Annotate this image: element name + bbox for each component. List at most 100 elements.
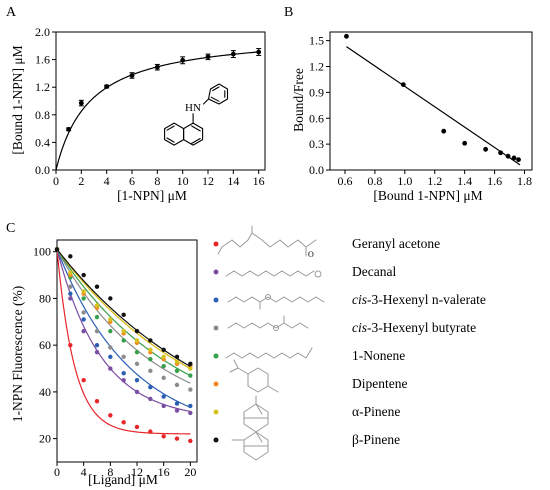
- panel-c-y-tick-label: 80: [39, 291, 51, 305]
- panel-c-data-point-decanal: [148, 396, 153, 402]
- panel-c-x-ticks: 0 4 8 12 16 20: [54, 462, 196, 479]
- panel-c-data-point-cis-3-hexenyl-n-valerate: [188, 403, 193, 409]
- panel-b: B 0.6 0.8 1.0 1.2 1.4 1.6 1.8 0.0 0.3 0.6 0.9 1.2 1…: [284, 5, 533, 203]
- panel-c-data-point-pinene: [174, 354, 180, 360]
- panel-c-data-point-1-nonene: [108, 328, 113, 334]
- panel-c-y-tick-label: 20: [39, 432, 51, 446]
- panel-c-frame: [56, 239, 198, 463]
- panel-c-x-tick-label: 0: [54, 465, 60, 479]
- panel-c-data-point-cis-3-hexenyl-n-valerate: [134, 378, 140, 383]
- panel-b-data-point: [400, 82, 406, 88]
- panel-c-fit-curve-pinene: [56, 248, 191, 370]
- panel-c-data-point-cis-3-hexenyl-n-valerate: [161, 394, 166, 399]
- panel-c-data-point-decanal: [188, 410, 193, 416]
- panel-b-data-point: [505, 153, 511, 159]
- panel-c-data-point-pinene: [188, 361, 193, 367]
- panel-b-y-tick-label: 1.2: [309, 60, 324, 74]
- panel-c-data-point-pinene: [148, 347, 153, 353]
- panel-c-legend: Geranyl acetone Decanal cis-3-Hexenyl n-va…: [213, 236, 486, 447]
- panel-a-y-tick-label: 0.0: [35, 163, 50, 177]
- panel-b-plot-area: [329, 31, 533, 171]
- panel-a-data-point: [66, 126, 72, 132]
- panel-b-y-tick-label: 1.5: [309, 34, 324, 48]
- panel-c-fit-curve-dipentene: [56, 248, 191, 370]
- legend-label-dipentene: Dipentene: [352, 376, 407, 391]
- panel-c-x-tick-label: 20: [184, 465, 196, 479]
- legend-marker-dipentene: [213, 381, 219, 387]
- panel-a-data-point: [104, 84, 110, 89]
- panel-c-data-point-cis-3-hexenyl-n-valerate: [81, 317, 86, 322]
- panel-c-data-point-geranyl-acetone: [108, 413, 113, 418]
- panel-a: A 0 2 4 6 8 10 12 14 16 0.0 0.4 0.8 1.2 1.6 2.0 [1-NP…: [6, 5, 266, 203]
- panel-a-plot-area: [55, 31, 266, 171]
- panel-c-data-point-decanal: [161, 403, 166, 409]
- panel-c-x-tick-label: 8: [107, 465, 113, 479]
- panel-a-x-tick-label: 4: [104, 174, 110, 188]
- panel-c-data-point-cis-3-hexenyl-butyrate: [148, 368, 153, 374]
- legend-marker-cis-3-hexenyl-butyrate: [213, 325, 219, 331]
- panel-c-data-point-geranyl-acetone: [188, 438, 193, 444]
- panel-c-x-tick-label: 4: [81, 465, 87, 479]
- panel-c-data-point-geranyl-acetone: [94, 399, 100, 404]
- panel-c-y-ticks: 20 40 60 80 100: [33, 245, 57, 446]
- panel-c-data-point-pinene: [68, 270, 73, 275]
- panel-c-data-point-cis-3-hexenyl-n-valerate: [121, 371, 126, 376]
- panel-a-y-tick-label: 0.4: [35, 135, 50, 149]
- legend-marker-pinene: [213, 409, 219, 415]
- geranyl-acetone-structure: O: [217, 225, 317, 259]
- panel-a-data-point: [180, 57, 186, 63]
- panel-c-data-point-decanal: [81, 328, 86, 334]
- panel-c-data-point-pinene: [174, 359, 180, 364]
- panel-c-y-tick-label: 100: [33, 245, 51, 259]
- panel-c-data-point-pinene: [94, 284, 100, 289]
- panel-a-data-point: [230, 51, 236, 57]
- panel-c-y-tick-label: 60: [39, 338, 51, 352]
- panel-c-data-point-pinene: [81, 289, 86, 294]
- panel-b-y-tick-label: 0.0: [309, 163, 324, 177]
- panel-b-y-tick-label: 0.9: [309, 85, 324, 99]
- panel-b-data-point: [441, 128, 447, 134]
- panel-c-data-point-1-nonene: [81, 296, 86, 301]
- panel-c-data-point-1-nonene: [188, 373, 193, 378]
- panel-c-x-tick-label: 16: [158, 465, 170, 479]
- panel-c-data-point-cis-3-hexenyl-n-valerate: [108, 354, 113, 360]
- panel-c-data-point-decanal: [94, 349, 100, 355]
- panel-c-data-point-cis-3-hexenyl-butyrate: [121, 354, 126, 360]
- panel-c-data-point-cis-3-hexenyl-butyrate: [94, 328, 100, 334]
- panel-c-fit-curve-cis-3-hexenyl-n-valerate: [56, 249, 191, 408]
- panel-b-data-point: [483, 146, 489, 152]
- panel-b-x-axis-label: [Bound 1-NPN] μM: [373, 188, 482, 203]
- alpha-pinene-structure: [243, 395, 269, 433]
- panel-c-data-point-decanal: [68, 296, 73, 301]
- legend-label-italic-part: cis: [352, 320, 367, 335]
- panel-label-b: B: [284, 5, 293, 20]
- cis-3-hexenyl-butyrate-structure: [227, 315, 309, 331]
- panel-a-x-tick-label: 6: [129, 174, 135, 188]
- panel-b-data-point: [344, 33, 349, 39]
- nh-label: HN: [185, 102, 201, 114]
- panel-b-frame: [329, 31, 533, 171]
- panel-c-data-point-cis-3-hexenyl-butyrate: [108, 345, 113, 350]
- panel-a-y-ticks: 0.0 0.4 0.8 1.2 1.6 2.0: [35, 25, 56, 177]
- dipentene-structure: [229, 359, 279, 393]
- panel-c-data-point-1-nonene: [121, 338, 126, 343]
- panel-c-data-point-pinene: [161, 354, 166, 360]
- panel-c-data-point-geranyl-acetone: [148, 429, 153, 434]
- panel-a-data-point: [205, 54, 211, 60]
- legend-marker-1-nonene: [213, 353, 219, 359]
- legend-label-pinene: α-Pinene: [352, 404, 400, 419]
- legend-label-rest-part: -3-Hexenyl n-valerate: [367, 292, 486, 307]
- legend-marker-decanal: [213, 269, 219, 275]
- panel-a-x-tick-label: 12: [202, 174, 214, 188]
- panel-a-y-tick-label: 2.0: [35, 25, 50, 39]
- panel-c-data-point-1-nonene: [94, 314, 100, 320]
- oxygen-label: O: [308, 250, 314, 259]
- panel-c-data-point-cis-3-hexenyl-butyrate: [81, 310, 86, 315]
- n-phenyl-1-naphthylamine-structure: HN: [164, 83, 229, 146]
- panel-a-data-point: [154, 64, 160, 70]
- panel-c-plot-area: [54, 239, 198, 463]
- panel-c-data-point-pinene: [134, 328, 140, 334]
- panel-c-data-point-decanal: [134, 389, 140, 395]
- panel-c-data-point-cis-3-hexenyl-butyrate: [134, 361, 140, 367]
- panel-b-x-tick-label: 1.8: [517, 174, 532, 188]
